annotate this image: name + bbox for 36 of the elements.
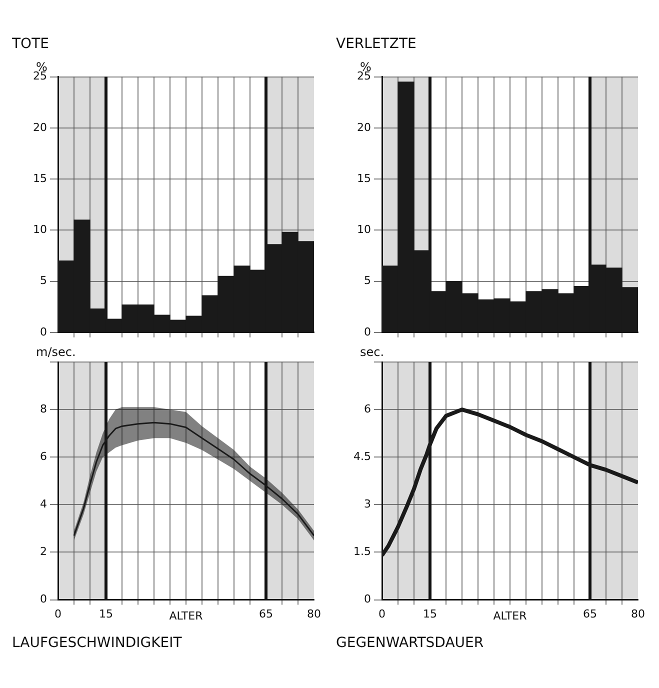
y-tick-label: 0	[40, 325, 47, 338]
y-tick-label: 20	[33, 120, 47, 134]
y-axis-title: sec.	[360, 345, 384, 360]
y-tick-label: 20	[357, 120, 371, 134]
y-tick-label: 10	[357, 223, 371, 236]
y-tick-label: 0	[40, 592, 47, 606]
x-tick-label: 65	[583, 607, 597, 620]
text: LAUFGESCHWINDIGKEIT	[12, 635, 182, 652]
y-tick-label: 5	[364, 274, 371, 288]
y-tick-label: 6	[40, 450, 47, 463]
text: GEGENWARTSDAUER	[336, 635, 484, 652]
chart-title: TOTE	[11, 36, 49, 52]
y-tick-label: 1.5	[354, 545, 371, 558]
y-tick-label: 0	[364, 592, 371, 606]
y-tick-label: 4.5	[354, 450, 371, 463]
y-tick-label: 0	[364, 325, 371, 338]
x-tick-label: 80	[307, 607, 321, 620]
x-tick-label: 0	[54, 607, 62, 620]
y-tick-label: 15	[33, 172, 47, 185]
x-tick-label: 0	[378, 607, 386, 620]
y-tick-label: 8	[40, 402, 47, 416]
x-tick-label: 15	[99, 607, 113, 620]
x-tick-label: 65	[259, 607, 273, 620]
y-tick-label: 5	[40, 274, 47, 288]
y-axis-title: m/sec.	[36, 345, 76, 360]
x-axis-title: ALTER	[493, 609, 528, 622]
y-tick-label: 2	[40, 545, 47, 558]
chart-title: VERLETZTE	[336, 36, 416, 52]
y-tick-label: 3	[364, 498, 371, 511]
x-tick-label: 80	[631, 607, 645, 620]
x-axis-title: ALTER	[169, 609, 204, 622]
y-tick-label: 4	[40, 498, 47, 511]
y-tick-label: 6	[364, 402, 371, 416]
x-tick-label: 15	[423, 607, 437, 620]
y-tick-label: 15	[357, 172, 371, 185]
y-tick-label: 10	[33, 223, 47, 236]
